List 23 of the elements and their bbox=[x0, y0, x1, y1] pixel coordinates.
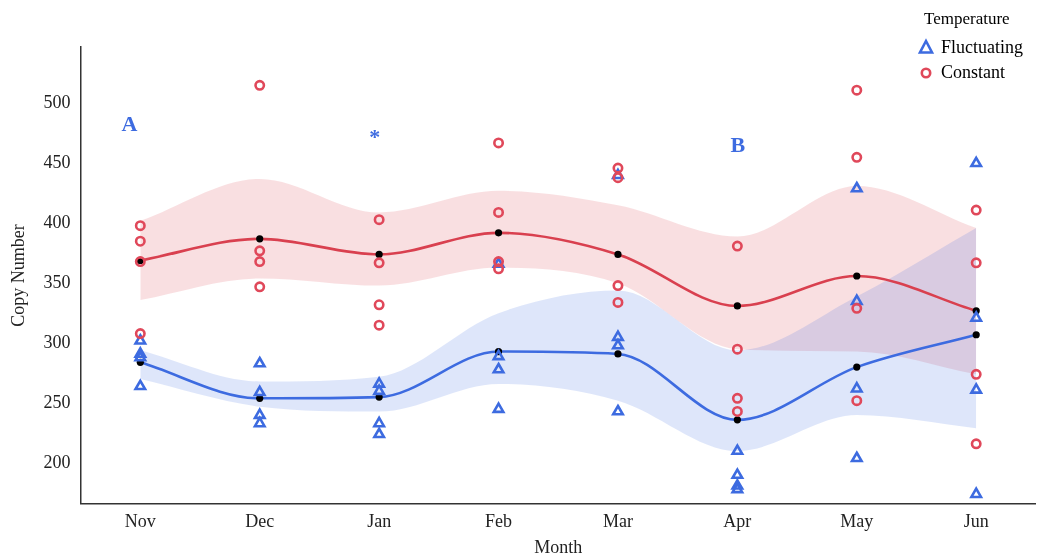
y-tick-label: 500 bbox=[43, 92, 71, 113]
y-tick-label: 450 bbox=[43, 152, 71, 173]
x-tick-label: Jun bbox=[963, 511, 989, 532]
y-tick-label: 200 bbox=[43, 451, 71, 472]
x-tick-label: Apr bbox=[723, 511, 752, 532]
x-axis-title: Month bbox=[534, 536, 583, 557]
legend-label: Constant bbox=[941, 61, 1006, 82]
y-tick-label: 300 bbox=[43, 331, 71, 352]
x-tick-label: Feb bbox=[485, 511, 513, 532]
annotation: A bbox=[121, 111, 138, 137]
x-tick-label: Jan bbox=[367, 511, 392, 532]
y-tick-label: 400 bbox=[43, 211, 71, 232]
legend-label: Fluctuating bbox=[941, 36, 1023, 57]
y-axis-title: Copy Number bbox=[7, 224, 28, 327]
x-tick-label: Mar bbox=[602, 511, 633, 532]
annotation: B bbox=[730, 132, 746, 158]
y-tick-label: 250 bbox=[43, 391, 71, 412]
annotation: * bbox=[369, 124, 381, 150]
y-tick-label: 350 bbox=[43, 271, 71, 292]
x-tick-label: May bbox=[840, 511, 874, 532]
x-tick-label: Nov bbox=[124, 511, 156, 532]
legend-title: Temperature bbox=[924, 9, 1010, 29]
x-tick-label: Dec bbox=[245, 511, 275, 532]
